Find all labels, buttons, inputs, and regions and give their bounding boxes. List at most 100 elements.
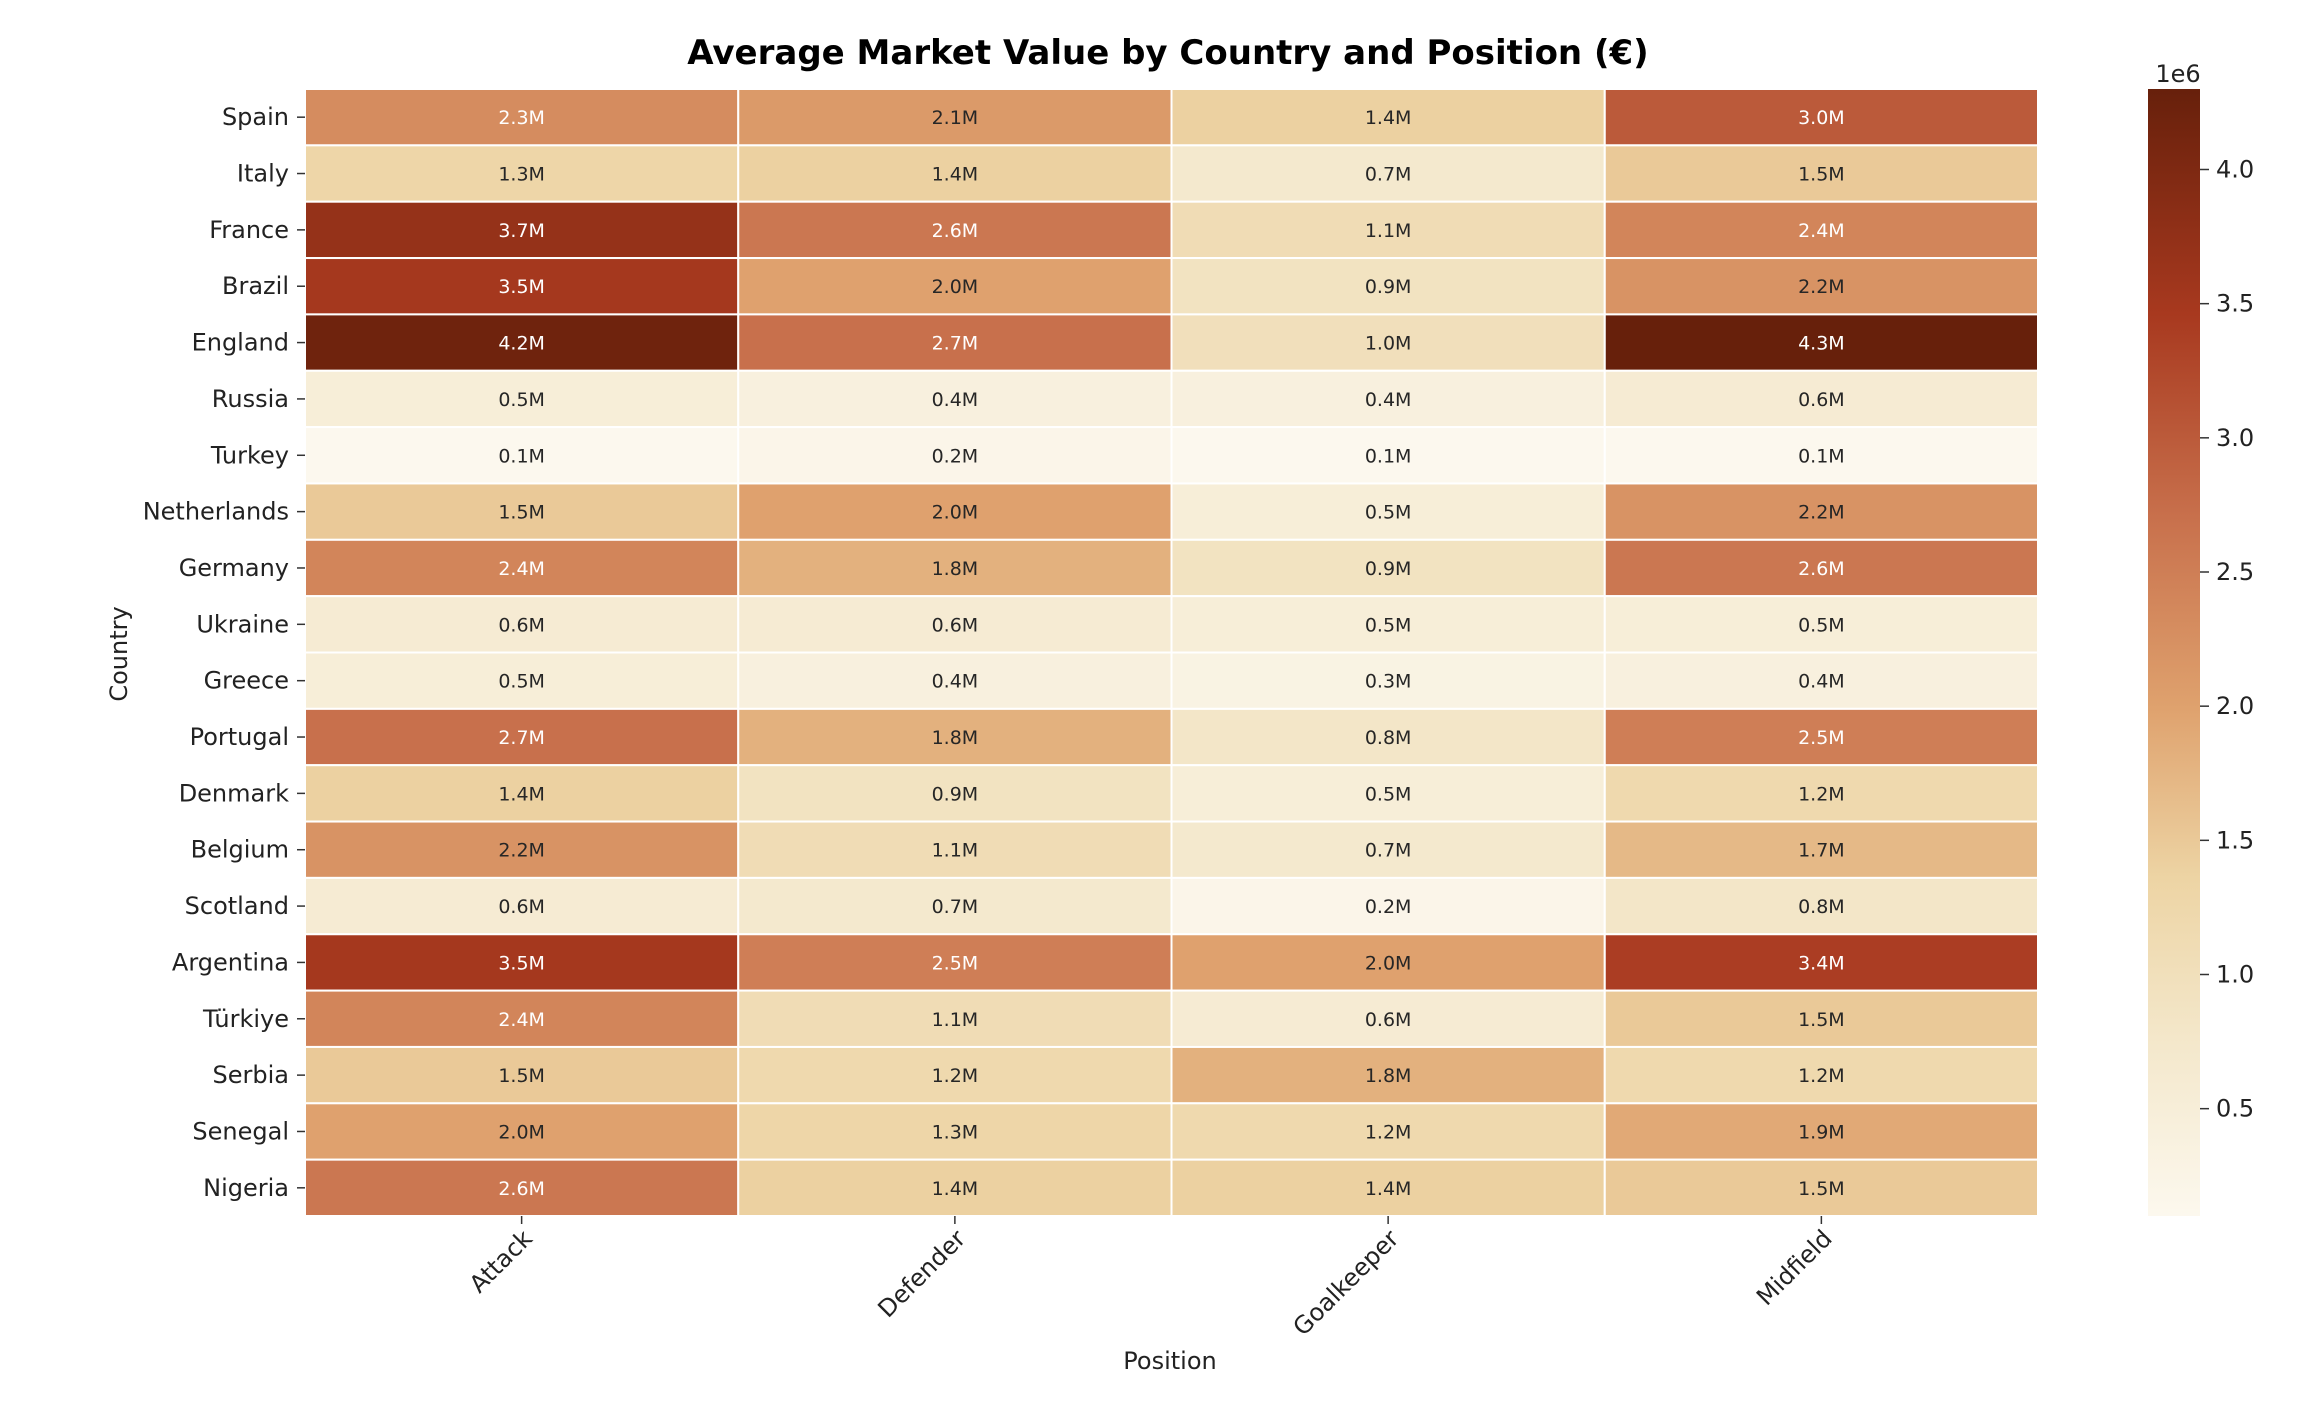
- cell-value-label: 1.4M: [1365, 107, 1412, 129]
- cell-value-label: 0.2M: [1365, 896, 1412, 918]
- cell-value-label: 0.4M: [1365, 389, 1412, 411]
- row-tick-label: Turkey: [210, 441, 289, 469]
- colorbar-tick-label: 1.5: [2216, 826, 2254, 854]
- cell-value-label: 1.8M: [932, 558, 979, 580]
- heatmap-cell: [304, 1158, 740, 1218]
- column-tick-label: Midfield: [1751, 1224, 1838, 1311]
- cell-value-label: 1.9M: [1798, 1121, 1845, 1143]
- heatmap-cell: [1170, 1158, 1606, 1218]
- y-axis-label: Country: [105, 606, 133, 701]
- cell-value-label: 1.4M: [1365, 1178, 1412, 1200]
- colorbar-offset-label: 1e6: [2155, 60, 2200, 88]
- row-tick-label: Italy: [237, 160, 289, 188]
- cell-value-label: 2.6M: [932, 220, 979, 242]
- heatmap-cell: [1603, 595, 2039, 654]
- cell-value-label: 3.4M: [1798, 952, 1845, 974]
- cell-value-label: 0.5M: [1365, 783, 1412, 805]
- cell-value-label: 2.7M: [932, 333, 979, 355]
- cell-value-label: 2.0M: [932, 276, 979, 298]
- cell-value-label: 0.1M: [1798, 445, 1845, 467]
- cell-value-label: 1.2M: [932, 1065, 979, 1087]
- row-tick-label: Germany: [179, 554, 289, 582]
- cell-value-label: 1.5M: [1798, 1009, 1845, 1031]
- cell-value-label: 1.1M: [932, 840, 979, 862]
- cell-value-label: 0.3M: [1365, 671, 1412, 693]
- row-tick-label: Türkiye: [202, 1005, 289, 1033]
- heatmap-cell: [1603, 426, 2039, 485]
- cell-value-label: 1.1M: [1365, 220, 1412, 242]
- row-tick-label: Russia: [212, 385, 289, 413]
- heatmap-cell: [737, 200, 1173, 260]
- cell-value-label: 2.2M: [1798, 276, 1845, 298]
- heatmap-cell: [1603, 144, 2039, 203]
- row-tick-label: Serbia: [213, 1061, 289, 1089]
- heatmap-cell: [1170, 707, 1606, 767]
- heatmap-cell: [1170, 369, 1606, 429]
- heatmap-cell: [1603, 651, 2039, 710]
- cell-value-label: 4.2M: [498, 333, 545, 355]
- cell-value-label: 2.5M: [932, 952, 979, 974]
- cell-value-label: 0.6M: [498, 896, 545, 918]
- heatmap-cell: [737, 989, 1173, 1048]
- cell-value-label: 0.5M: [1365, 502, 1412, 524]
- cell-value-label: 0.7M: [932, 896, 979, 918]
- row-tick-label: Nigeria: [203, 1174, 289, 1202]
- cell-value-label: 1.5M: [498, 502, 545, 524]
- heatmap-cell: [737, 369, 1173, 429]
- cell-value-label: 0.6M: [1798, 389, 1845, 411]
- cell-value-label: 3.5M: [498, 952, 545, 974]
- heatmap-cell: [737, 1158, 1173, 1218]
- row-tick-label: Scotland: [185, 892, 289, 920]
- x-axis-label: Position: [1123, 1347, 1216, 1375]
- heatmap-cell: [1170, 764, 1606, 823]
- cell-value-label: 0.7M: [1365, 840, 1412, 862]
- cell-value-label: 1.3M: [498, 164, 545, 186]
- row-tick-label: Spain: [222, 103, 289, 131]
- heatmap-cell: [304, 482, 740, 541]
- heatmap-cell: [1603, 257, 2039, 316]
- colorbar-tick-label: 3.0: [2216, 424, 2254, 452]
- column-tick-labels: Attack Defender Goalkeeper Midfield: [464, 1216, 1838, 1341]
- cell-value-label: 4.3M: [1798, 333, 1845, 355]
- cell-value-label: 0.9M: [932, 783, 979, 805]
- heatmap-cell: [304, 764, 740, 823]
- cell-value-label: 1.7M: [1798, 840, 1845, 862]
- cell-value-label: 0.9M: [1365, 558, 1412, 580]
- cell-value-label: 1.3M: [932, 1121, 979, 1143]
- cell-value-label: 1.8M: [1365, 1065, 1412, 1087]
- cell-value-label: 0.4M: [932, 671, 979, 693]
- chart-title: Average Market Value by Country and Posi…: [687, 33, 1648, 73]
- cell-value-label: 2.2M: [1798, 502, 1845, 524]
- cell-value-label: 3.7M: [498, 220, 545, 242]
- cell-value-label: 0.1M: [498, 445, 545, 467]
- cell-value-label: 1.5M: [1798, 164, 1845, 186]
- column-tick-label: Defender: [872, 1224, 971, 1323]
- row-tick-label: England: [192, 329, 289, 357]
- heatmap-cell: [1603, 820, 2039, 879]
- cell-value-label: 0.4M: [932, 389, 979, 411]
- cell-value-label: 1.2M: [1365, 1121, 1412, 1143]
- heatmap-cell: [1170, 651, 1606, 710]
- cell-value-label: 1.8M: [932, 727, 979, 749]
- cell-value-label: 2.2M: [498, 840, 545, 862]
- heatmap-cell: [1170, 1102, 1606, 1161]
- colorbar-tick-label: 2.0: [2216, 692, 2254, 720]
- cell-value-label: 0.4M: [1798, 671, 1845, 693]
- heatmap-cell: [1170, 595, 1606, 654]
- heatmap-cell: [1603, 1045, 2039, 1105]
- row-tick-label: Netherlands: [143, 498, 289, 526]
- heatmap-cell: [304, 1102, 740, 1161]
- heatmap-cell: [737, 651, 1173, 710]
- cell-value-label: 0.5M: [1798, 614, 1845, 636]
- cell-value-label: 2.5M: [1798, 727, 1845, 749]
- row-tick-label: Portugal: [190, 723, 289, 751]
- heatmap-cell: [304, 707, 740, 767]
- heatmap-cell: [1603, 369, 2039, 429]
- cell-value-label: 2.0M: [932, 502, 979, 524]
- heatmap-cell: [1170, 820, 1606, 879]
- cell-value-label: 0.6M: [498, 614, 545, 636]
- heatmap-cell: [1170, 989, 1606, 1048]
- row-tick-label: Brazil: [222, 272, 289, 300]
- colorbar-tick-label: 3.5: [2216, 290, 2254, 318]
